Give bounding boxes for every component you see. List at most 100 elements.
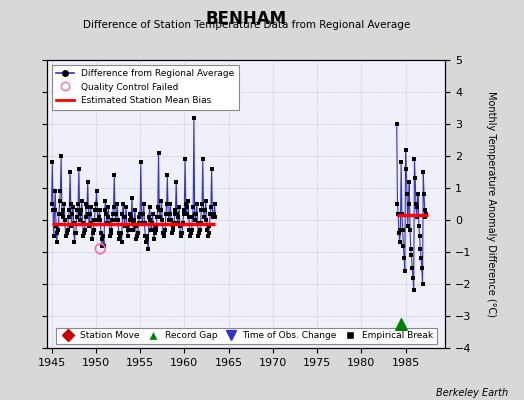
Point <box>206 204 215 210</box>
Point <box>101 198 110 204</box>
Point <box>79 220 87 226</box>
Point <box>206 210 214 217</box>
Point <box>91 207 99 214</box>
Point <box>67 201 75 207</box>
Point <box>54 226 62 233</box>
Point <box>64 214 73 220</box>
Point <box>183 204 191 210</box>
Point <box>57 153 66 159</box>
Point <box>69 204 77 210</box>
Point <box>192 210 200 217</box>
Point <box>402 166 410 172</box>
Point <box>412 201 420 207</box>
Point <box>422 210 430 217</box>
Point <box>112 210 121 217</box>
Point <box>170 220 178 226</box>
Point <box>412 214 421 220</box>
Point <box>196 220 205 226</box>
Point <box>125 226 133 233</box>
Point <box>56 188 64 194</box>
Point <box>392 121 401 127</box>
Point <box>49 207 57 214</box>
Point <box>161 226 169 233</box>
Point <box>169 223 178 230</box>
Point <box>50 207 59 214</box>
Point <box>117 230 125 236</box>
Point <box>199 207 208 214</box>
Point <box>159 230 167 236</box>
Point <box>406 226 414 233</box>
Point <box>201 207 209 214</box>
Point <box>121 223 129 230</box>
Point <box>195 230 203 236</box>
Point <box>394 201 402 207</box>
Point <box>418 265 426 271</box>
Point <box>132 223 140 230</box>
Point <box>115 236 124 242</box>
Text: Berkeley Earth: Berkeley Earth <box>436 388 508 398</box>
Point <box>112 217 120 223</box>
Point <box>99 233 107 239</box>
Point <box>395 230 403 236</box>
Point <box>106 233 114 239</box>
Point <box>96 246 104 252</box>
Point <box>61 217 69 223</box>
Point <box>102 210 111 217</box>
Point <box>63 226 72 233</box>
Point <box>121 214 129 220</box>
Point <box>150 236 158 242</box>
Point <box>77 207 85 214</box>
Point <box>80 230 88 236</box>
Point <box>108 210 117 217</box>
Point <box>152 223 160 230</box>
Point <box>118 210 127 217</box>
Point <box>72 230 80 236</box>
Point <box>179 210 188 217</box>
Point <box>178 230 187 236</box>
Point <box>86 204 95 210</box>
Point <box>421 214 430 220</box>
Text: Difference of Station Temperature Data from Regional Average: Difference of Station Temperature Data f… <box>83 20 410 30</box>
Point <box>66 169 74 175</box>
Point <box>168 226 177 233</box>
Point <box>119 201 127 207</box>
Point <box>154 204 162 210</box>
Point <box>78 198 86 204</box>
Point <box>61 233 70 239</box>
Point <box>180 207 189 214</box>
Point <box>173 220 182 226</box>
Point <box>70 220 78 226</box>
Point <box>166 210 174 217</box>
Point <box>172 178 180 185</box>
Point <box>182 201 190 207</box>
Point <box>410 156 419 162</box>
Point <box>418 281 427 287</box>
Point <box>115 230 123 236</box>
Point <box>126 217 134 223</box>
Point <box>135 214 144 220</box>
Point <box>409 274 417 281</box>
Legend: Station Move, Record Gap, Time of Obs. Change, Empirical Break: Station Move, Record Gap, Time of Obs. C… <box>56 328 437 344</box>
Point <box>123 223 131 230</box>
Point <box>210 210 218 217</box>
Point <box>96 217 104 223</box>
Point <box>399 242 408 249</box>
Point <box>409 287 418 294</box>
Point <box>164 210 172 217</box>
Point <box>128 220 137 226</box>
Point <box>111 210 119 217</box>
Point <box>81 214 90 220</box>
Point <box>48 159 57 166</box>
Point <box>143 233 151 239</box>
Point <box>204 233 212 239</box>
Point <box>99 236 107 242</box>
Point <box>73 207 82 214</box>
Point <box>403 223 412 230</box>
Point <box>208 210 216 217</box>
Point <box>401 268 409 274</box>
Point <box>84 210 93 217</box>
Point <box>108 217 116 223</box>
Point <box>53 230 62 236</box>
Point <box>204 230 213 236</box>
Point <box>119 214 128 220</box>
